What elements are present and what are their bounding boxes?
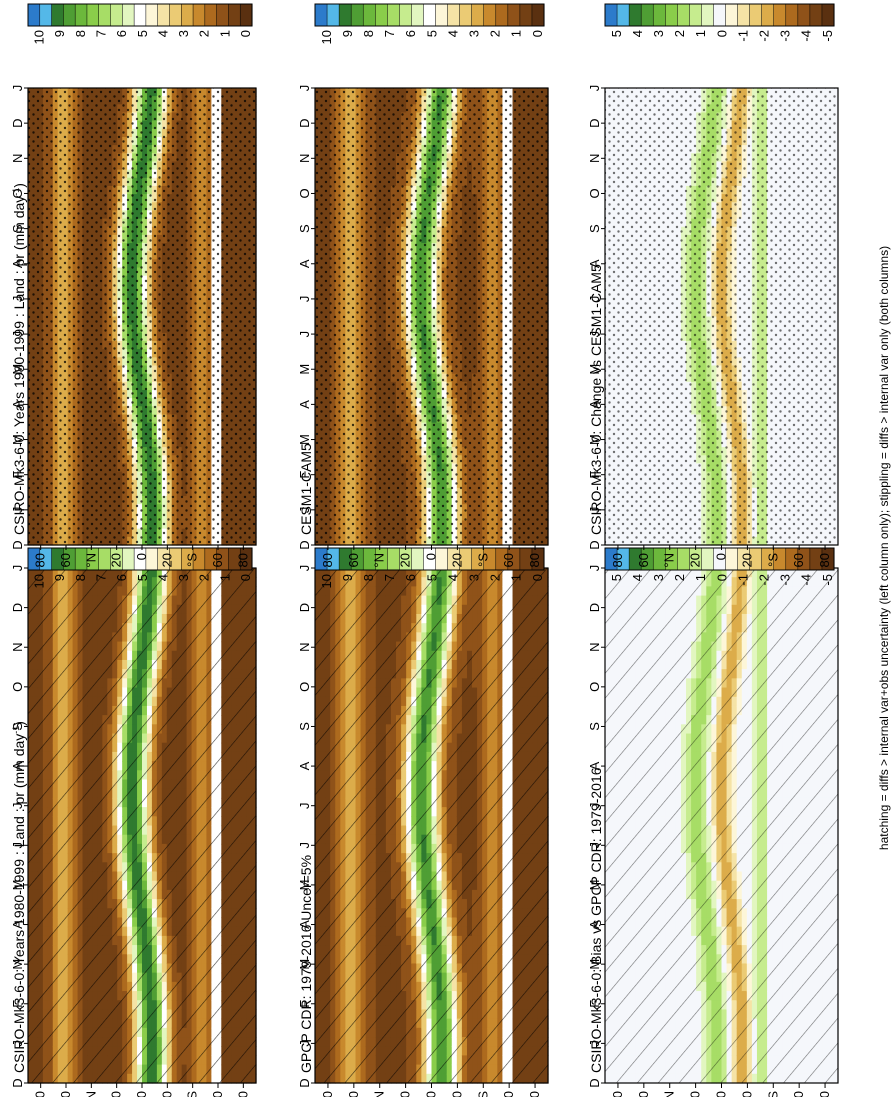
month-tick-label: J <box>10 842 25 849</box>
lat-tick-label: 20 <box>109 1091 124 1097</box>
colorbar-tick-label: 7 <box>94 574 109 581</box>
month-tick-label: J <box>10 802 25 809</box>
colorbar-tick-label: 8 <box>73 574 88 581</box>
lat-tick-label: 80 <box>33 1091 48 1097</box>
colorbar-tick-label: 4 <box>155 574 170 581</box>
month-tick-label: O <box>10 682 25 692</box>
month-tick-label: D <box>10 1078 25 1087</box>
lat-tick-label: 20 <box>159 1091 174 1097</box>
lat-tick-label: 80 <box>235 1091 250 1097</box>
lat-tick-label: 0 <box>134 1091 149 1097</box>
colorbar-tick-label: 0 <box>238 574 253 581</box>
colorbar-p1: 10 9 8 7 6 5 4 3 2 1 0 <box>27 547 253 588</box>
month-tick-label: J <box>10 1040 25 1047</box>
month-tick-label: N <box>10 643 25 652</box>
panel-title: CSIRO-Mk3-6-0: Years 1980-1999 : Land : … <box>11 721 27 1073</box>
lat-tick-label: °N <box>83 1091 98 1097</box>
lat-tick-label: 60 <box>58 1091 73 1097</box>
hatching-overlay <box>28 568 256 1083</box>
colorbar-tick-label: 2 <box>197 574 212 581</box>
colorbar-tick-label: 5 <box>135 574 150 581</box>
panel-p1: 8060°N20020°S6080DJFMAMJJASONDJCSIRO-Mk3… <box>10 547 257 1097</box>
month-tick-label: F <box>10 1000 25 1008</box>
month-tick-label: S <box>10 722 25 731</box>
colorbar-frame <box>27 547 253 571</box>
month-tick-label: A <box>10 920 25 929</box>
month-tick-label: J <box>10 565 25 572</box>
month-tick-label: M <box>10 959 25 970</box>
colorbar-tick-label: 6 <box>114 574 129 581</box>
month-tick-label: D <box>10 603 25 612</box>
colorbar-tick-label: 10 <box>32 574 47 588</box>
colorbar-tick-label: 1 <box>217 574 232 581</box>
month-tick-label: M <box>10 880 25 891</box>
month-tick-label: A <box>10 761 25 770</box>
colorbar-swatch <box>122 547 135 571</box>
panel-p2: 80 60 °N 20 0 20 °S 60 80DJFMAMJJASONDJCSIRO-Mk3… <box>10 3 257 568</box>
colorbar-tick-label: 9 <box>52 574 67 581</box>
lat-tick-label: °S <box>185 1091 200 1097</box>
colorbar-tick-label: 3 <box>176 574 191 581</box>
lat-tick-label: 60 <box>210 1091 225 1097</box>
